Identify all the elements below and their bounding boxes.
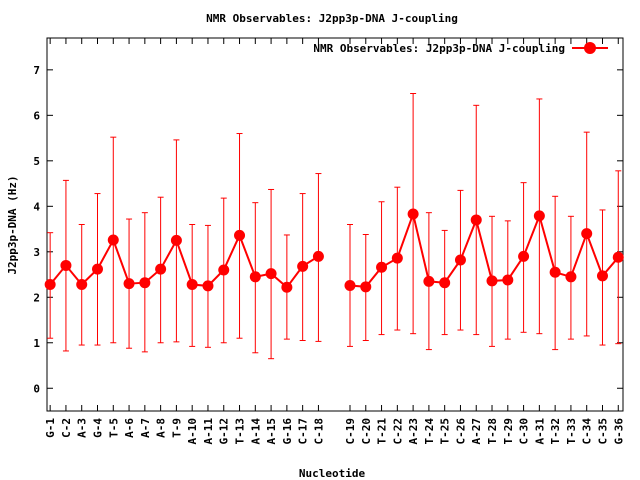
x-tick-label: C-22 (391, 418, 404, 445)
y-tick-label: 1 (33, 337, 40, 350)
data-point (312, 250, 324, 262)
x-tick-label: G-4 (91, 418, 104, 438)
x-axis-label: Nucleotide (299, 467, 366, 480)
data-point (139, 277, 151, 289)
x-tick-label: A-27 (470, 418, 483, 445)
data-point (234, 229, 246, 241)
y-tick-label: 5 (33, 155, 40, 168)
x-tick-label: A-14 (249, 418, 262, 445)
data-point (612, 251, 624, 263)
data-point (423, 275, 435, 287)
y-axis-label: J2pp3p-DNA (Hz) (6, 175, 19, 274)
x-tick-label: C-26 (454, 418, 467, 445)
data-point (502, 274, 514, 286)
data-point (60, 259, 72, 271)
x-tick-label: C-30 (518, 418, 531, 445)
data-point (376, 261, 388, 273)
legend-label: NMR Observables: J2pp3p-DNA J-coupling (313, 42, 565, 55)
data-point (249, 271, 261, 283)
x-tick-label: T-24 (423, 418, 436, 445)
x-tick-label: A-31 (533, 418, 546, 445)
x-tick-label: G-12 (218, 418, 231, 445)
legend: NMR Observables: J2pp3p-DNA J-coupling (313, 42, 608, 55)
y-tick-label: 6 (33, 109, 40, 122)
x-tick-label: C-17 (297, 418, 310, 445)
data-point (407, 208, 419, 220)
x-tick-label: C-34 (581, 418, 594, 445)
data-point (454, 254, 466, 266)
y-tick-label: 4 (33, 200, 40, 213)
x-tick-label: A-10 (186, 418, 199, 445)
legend-marker (584, 42, 596, 54)
x-tick-label: C-35 (596, 418, 609, 445)
data-point (123, 278, 135, 290)
x-tick-label: T-9 (170, 418, 183, 438)
x-tick-label: C-18 (312, 418, 325, 445)
data-point (297, 260, 309, 272)
data-point (107, 234, 119, 246)
x-tick-label: T-32 (549, 418, 562, 445)
y-tick-label: 3 (33, 246, 40, 259)
data-point (186, 279, 198, 291)
series-line (49, 232, 319, 289)
x-tick-label: A-15 (265, 418, 278, 445)
x-tick-label: T-33 (565, 418, 578, 445)
data-point (155, 263, 167, 275)
x-tick-label: C-20 (360, 418, 373, 445)
data-point (44, 279, 56, 291)
x-tick-label: T-29 (502, 418, 515, 445)
x-tick-label: T-25 (439, 418, 452, 445)
x-tick-label: A-23 (407, 418, 420, 445)
data-point (565, 271, 577, 283)
data-point (170, 234, 182, 246)
x-tick-label: T-28 (486, 418, 499, 445)
x-tick-label: T-5 (107, 418, 120, 438)
x-tick-label: C-19 (344, 418, 357, 445)
data-point (218, 264, 230, 276)
x-tick-label: C-2 (60, 418, 73, 438)
x-tick-label: G-1 (44, 418, 57, 438)
data-point (581, 228, 593, 240)
x-tick-label: T-13 (234, 418, 247, 445)
data-point (470, 214, 482, 226)
x-tick-label: G-36 (612, 418, 625, 445)
data-point (76, 279, 88, 291)
data-point (533, 210, 545, 222)
x-tick-label: A-3 (76, 418, 89, 438)
plot-border (46, 37, 624, 412)
x-tick-label: A-6 (123, 418, 136, 438)
y-tick-label: 7 (33, 64, 40, 77)
data-point (439, 277, 451, 289)
data-point (265, 268, 277, 280)
series-line (349, 210, 620, 288)
y-tick-label: 2 (33, 291, 40, 304)
chart-title: NMR Observables: J2pp3p-DNA J-coupling (206, 12, 458, 25)
data-point (518, 250, 530, 262)
data-point (549, 266, 561, 278)
y-tick-label: 0 (33, 382, 40, 395)
data-point (360, 281, 372, 293)
data-point (281, 281, 293, 293)
data-point (91, 263, 103, 275)
data-point (596, 270, 608, 282)
data-point (202, 280, 214, 292)
x-tick-label: A-11 (202, 418, 215, 445)
x-tick-label: A-7 (139, 418, 152, 438)
data-point (486, 275, 498, 287)
data-point (344, 279, 356, 291)
data-point (391, 252, 403, 264)
x-tick-label: A-8 (155, 418, 168, 438)
x-tick-label: G-16 (281, 418, 294, 445)
x-tick-label: T-21 (376, 418, 389, 445)
